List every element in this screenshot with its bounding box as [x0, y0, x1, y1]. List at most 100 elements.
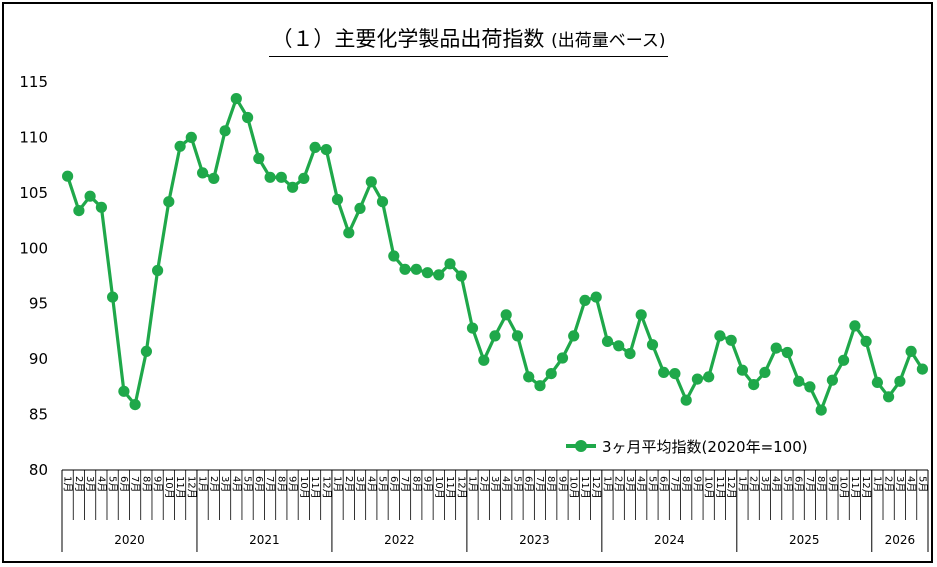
month-label: 11月 [309, 476, 321, 499]
month-label: 5月 [107, 476, 119, 492]
data-point [759, 366, 771, 378]
month-label: 2月 [613, 476, 625, 492]
data-point [860, 335, 872, 347]
data-point [669, 368, 681, 380]
month-label: 11月 [444, 476, 456, 499]
data-point [523, 371, 535, 383]
month-label: 4月 [365, 476, 377, 492]
month-label: 4月 [770, 476, 782, 492]
month-label: 12月 [320, 476, 332, 499]
month-label: 5月 [781, 476, 793, 492]
month-label: 10月 [298, 476, 310, 499]
legend-dot-marker [575, 440, 587, 452]
data-point [590, 291, 602, 303]
month-label: 3月 [894, 476, 906, 492]
y-tick-label: 90 [29, 350, 48, 368]
data-point [73, 205, 85, 217]
month-label: 1月 [332, 476, 344, 492]
data-point [511, 330, 524, 342]
month-label: 8月 [275, 476, 287, 492]
data-point [354, 202, 366, 214]
data-point [500, 309, 512, 321]
data-point [399, 263, 411, 275]
data-point [275, 171, 287, 183]
data-point [152, 264, 164, 277]
data-point [129, 399, 141, 411]
month-label: 4月 [905, 476, 917, 492]
data-point [871, 376, 884, 388]
month-label: 11月 [579, 476, 591, 499]
data-point [894, 375, 906, 387]
legend: 3ヶ月平均指数(2020年=100) [566, 438, 808, 456]
data-point [253, 152, 265, 165]
data-point [624, 348, 636, 360]
data-point [365, 176, 377, 188]
data-point [466, 322, 479, 334]
data-point [95, 201, 107, 213]
data-point [219, 125, 231, 137]
month-label: 2月 [208, 476, 220, 492]
month-label: 12月 [590, 476, 602, 499]
chart-title: （１）主要化学製品出荷指数 (出荷量ベース) [0, 26, 937, 57]
data-point [883, 391, 895, 403]
data-point [343, 227, 355, 239]
month-label: 6月 [388, 476, 400, 492]
month-label: 1月 [601, 476, 613, 492]
data-point [568, 330, 580, 342]
data-point [320, 144, 332, 156]
month-label: 5月 [377, 476, 389, 492]
month-label: 1月 [871, 476, 883, 492]
month-label: 6月 [658, 476, 670, 492]
month-label: 12月 [455, 476, 467, 499]
y-tick-label: 105 [19, 184, 48, 202]
month-label: 7月 [264, 476, 276, 492]
month-label: 2月 [73, 476, 85, 492]
chart-subtitle: (出荷量ベース) [551, 31, 666, 51]
month-label: 5月 [242, 476, 254, 492]
y-tick-label: 110 [19, 128, 48, 146]
month-label: 1月 [197, 476, 209, 492]
y-tick-label: 95 [29, 295, 48, 313]
data-point [163, 196, 175, 208]
year-label: 2024 [654, 533, 685, 547]
month-label: 12月 [860, 476, 872, 499]
data-point [118, 385, 130, 397]
data-point [579, 294, 591, 306]
data-point [770, 342, 782, 354]
data-point [736, 364, 749, 376]
data-point [331, 193, 344, 206]
data-point [489, 330, 501, 342]
y-tick-label: 85 [29, 406, 48, 424]
y-tick-label: 100 [19, 239, 48, 257]
data-point [242, 111, 254, 124]
data-point [703, 371, 715, 383]
month-label: 4月 [635, 476, 647, 492]
month-label: 6月 [523, 476, 535, 492]
data-point [838, 354, 850, 366]
month-label: 9月 [556, 476, 568, 492]
month-label: 10月 [703, 476, 715, 499]
chart-title-text: （１）主要化学製品出荷指数 (出荷量ベース) [269, 26, 668, 57]
month-label: 10月 [838, 476, 850, 499]
month-label: 3月 [624, 476, 636, 492]
month-label: 1月 [62, 476, 74, 492]
data-point [545, 368, 557, 380]
data-point [680, 394, 692, 406]
data-point [658, 366, 670, 378]
month-label: 3月 [759, 476, 771, 492]
month-label: 10月 [433, 476, 445, 499]
data-point [793, 375, 805, 387]
month-label: 9月 [287, 476, 299, 492]
month-label: 9月 [691, 476, 703, 492]
month-label: 6月 [793, 476, 805, 492]
month-label: 9月 [422, 476, 434, 492]
month-label: 5月 [511, 476, 523, 492]
month-label: 8月 [815, 476, 827, 492]
month-label: 4月 [500, 476, 512, 492]
data-point [781, 346, 794, 359]
y-axis: 80 85 90 95 100 105 110 115 [19, 73, 48, 479]
series-line [66, 96, 924, 412]
month-label: 9月 [826, 476, 838, 492]
data-point [208, 172, 220, 184]
